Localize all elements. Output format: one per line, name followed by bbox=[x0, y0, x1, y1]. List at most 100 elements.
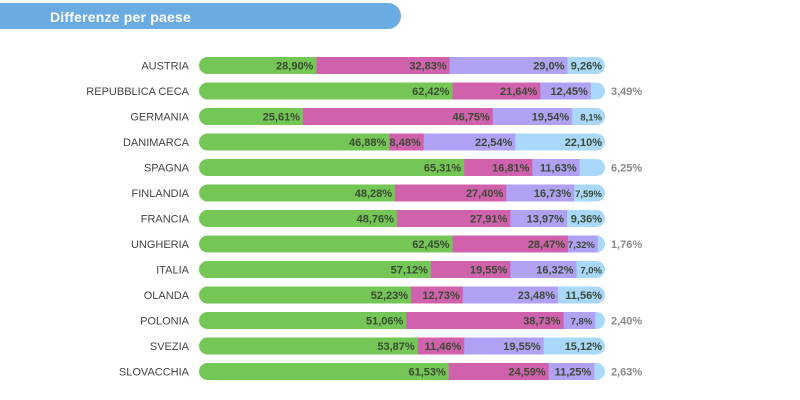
bar-segment bbox=[563, 312, 596, 329]
data-label: 29,0% bbox=[533, 61, 564, 73]
bar-segment bbox=[199, 261, 432, 278]
data-label: 16,81% bbox=[492, 163, 530, 175]
bar-row bbox=[199, 159, 605, 176]
bar-segment bbox=[492, 108, 573, 125]
bar-segment bbox=[566, 210, 605, 227]
bar-row bbox=[199, 108, 605, 125]
chart-title-banner: Differenze per paese bbox=[0, 3, 401, 29]
bar-segment bbox=[199, 312, 407, 329]
data-label: 6,25% bbox=[611, 163, 642, 175]
data-label: 11,25% bbox=[555, 367, 592, 379]
category-label: FINLANDIA bbox=[132, 188, 190, 200]
data-label: 13,97% bbox=[527, 214, 565, 226]
data-label: 2,63% bbox=[611, 367, 642, 379]
bar-row bbox=[199, 363, 605, 380]
category-label: AUSTRIA bbox=[141, 61, 189, 73]
bar-segment bbox=[574, 184, 605, 202]
bar-row bbox=[199, 210, 605, 227]
bar-segment bbox=[199, 108, 304, 125]
data-label: 57,12% bbox=[391, 265, 429, 277]
bar-segment bbox=[199, 337, 419, 355]
bar-row bbox=[199, 57, 605, 74]
bar-segment bbox=[199, 235, 454, 253]
data-label: 1,76% bbox=[611, 239, 642, 251]
bar-segment bbox=[532, 159, 581, 176]
data-label: 22,54% bbox=[475, 137, 513, 149]
category-label: REPUBBLICA CECA bbox=[86, 86, 189, 98]
bar-row bbox=[199, 133, 605, 151]
data-label: 65,31% bbox=[424, 163, 462, 175]
bar-row bbox=[199, 337, 605, 355]
data-label: 11,63% bbox=[540, 163, 577, 175]
bar-segment bbox=[199, 184, 396, 202]
bar-segment bbox=[199, 82, 453, 100]
data-label: 22,10% bbox=[565, 137, 603, 149]
category-label: OLANDA bbox=[144, 290, 190, 302]
bar-segment bbox=[389, 133, 425, 151]
data-label: 8,1% bbox=[580, 113, 602, 124]
category-label: SPAGNA bbox=[144, 163, 190, 175]
data-label: 11,56% bbox=[565, 290, 602, 302]
data-label: 7,32% bbox=[568, 240, 595, 251]
bar-segment bbox=[199, 133, 390, 151]
data-label: 8,48% bbox=[390, 137, 421, 149]
bar-segment bbox=[316, 57, 451, 74]
chart-title: Differenze per paese bbox=[50, 9, 191, 25]
data-label: 51,06% bbox=[366, 316, 404, 328]
bar-segment bbox=[452, 235, 569, 253]
bar-segment bbox=[590, 82, 605, 100]
category-label: FRANCIA bbox=[141, 214, 190, 226]
bar-segment bbox=[558, 286, 605, 304]
category-label: SLOVACCHIA bbox=[119, 367, 190, 379]
bar-segment bbox=[597, 235, 605, 253]
data-label: 24,59% bbox=[508, 367, 546, 379]
bar-row bbox=[199, 82, 605, 100]
data-label: 52,23% bbox=[371, 290, 409, 302]
bar-segment bbox=[406, 312, 565, 329]
data-label: 15,12% bbox=[565, 341, 603, 353]
data-label: 23,48% bbox=[518, 290, 556, 302]
category-label: SVEZIA bbox=[150, 341, 190, 353]
bar-segment bbox=[548, 363, 595, 380]
bar-segment bbox=[572, 108, 605, 125]
bar-segment bbox=[302, 108, 494, 125]
bar-segment bbox=[395, 184, 507, 202]
data-label: 19,54% bbox=[532, 112, 570, 124]
data-label: 7,0% bbox=[580, 266, 602, 277]
data-label: 53,87% bbox=[377, 341, 415, 353]
data-label: 12,45% bbox=[551, 86, 589, 98]
bar-segment bbox=[594, 363, 605, 380]
data-label: 25,61% bbox=[263, 112, 301, 124]
data-label: 16,32% bbox=[536, 265, 574, 277]
data-label: 19,55% bbox=[470, 265, 508, 277]
bar-segment bbox=[567, 57, 605, 74]
bar-segment bbox=[411, 286, 464, 304]
bar-segment bbox=[510, 210, 568, 227]
bar-segment bbox=[199, 210, 398, 227]
data-label: 62,45% bbox=[412, 239, 450, 251]
bar-segment bbox=[540, 82, 592, 100]
bar-row bbox=[199, 286, 605, 304]
data-label: 9,36% bbox=[571, 214, 602, 226]
bar-segment bbox=[448, 363, 550, 380]
bar-segment bbox=[417, 337, 465, 355]
data-label: 9,26% bbox=[571, 61, 602, 73]
category-label: UNGHERIA bbox=[131, 239, 190, 251]
data-label: 3,49% bbox=[611, 86, 642, 98]
bar-segment bbox=[449, 57, 568, 74]
bar-segment bbox=[510, 261, 578, 278]
data-label: 38,73% bbox=[523, 316, 561, 328]
data-label: 27,40% bbox=[466, 188, 504, 200]
data-label: 48,28% bbox=[355, 188, 393, 200]
data-label: 16,73% bbox=[534, 188, 572, 200]
category-label: ITALIA bbox=[156, 265, 189, 277]
bar-segment bbox=[452, 82, 541, 100]
bar-segment bbox=[423, 133, 516, 151]
category-label: GERMANIA bbox=[130, 112, 189, 124]
bar-segment bbox=[506, 184, 575, 202]
data-label: 21,64% bbox=[500, 86, 538, 98]
bar-segment bbox=[430, 261, 511, 278]
data-label: 7,8% bbox=[571, 317, 593, 328]
bar-segment bbox=[464, 159, 533, 176]
